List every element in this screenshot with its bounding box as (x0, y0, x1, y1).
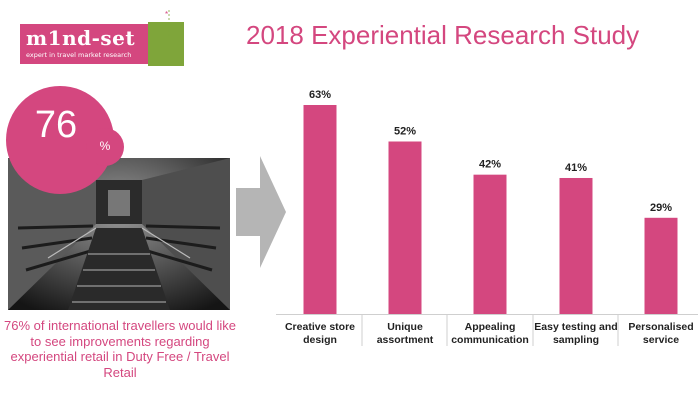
category-label: Personalised service (628, 321, 693, 346)
logo-brand-text: m1nd-set (26, 26, 136, 50)
bar-value-label: 42% (479, 159, 501, 171)
category-label: Creative store design (285, 321, 355, 346)
percent-sign: % (99, 139, 111, 153)
bar-1 (303, 105, 337, 314)
bar-5 (644, 217, 678, 314)
svg-text:*: * (165, 10, 168, 19)
page-title: 2018 Experiential Research Study (246, 20, 640, 50)
logo-tagline: expert in travel market research (26, 51, 132, 59)
bar-value-label: 52% (394, 125, 416, 137)
stat-caption: 76% of international travellers would li… (4, 318, 236, 380)
bar-4 (559, 177, 593, 314)
logo-sparkle-icon: * (165, 10, 170, 36)
category-label: Appealing communication (451, 321, 529, 346)
percent-circle (86, 128, 124, 166)
bar-2 (388, 141, 422, 314)
bar-3 (473, 174, 507, 314)
right-arrow-icon (236, 156, 286, 268)
bar-value-label: 41% (565, 162, 587, 174)
stat-value: 76 (34, 104, 78, 146)
brand-logo: * m1nd-set expert in travel market resea… (12, 8, 184, 66)
bar-value-label: 29% (650, 202, 672, 214)
category-label: Easy testing and sampling (534, 321, 617, 346)
bar-value-label: 63% (309, 89, 331, 101)
logo-pink-block (20, 24, 148, 64)
logo-green-block (148, 22, 184, 66)
category-label: Unique assortment (377, 321, 434, 346)
